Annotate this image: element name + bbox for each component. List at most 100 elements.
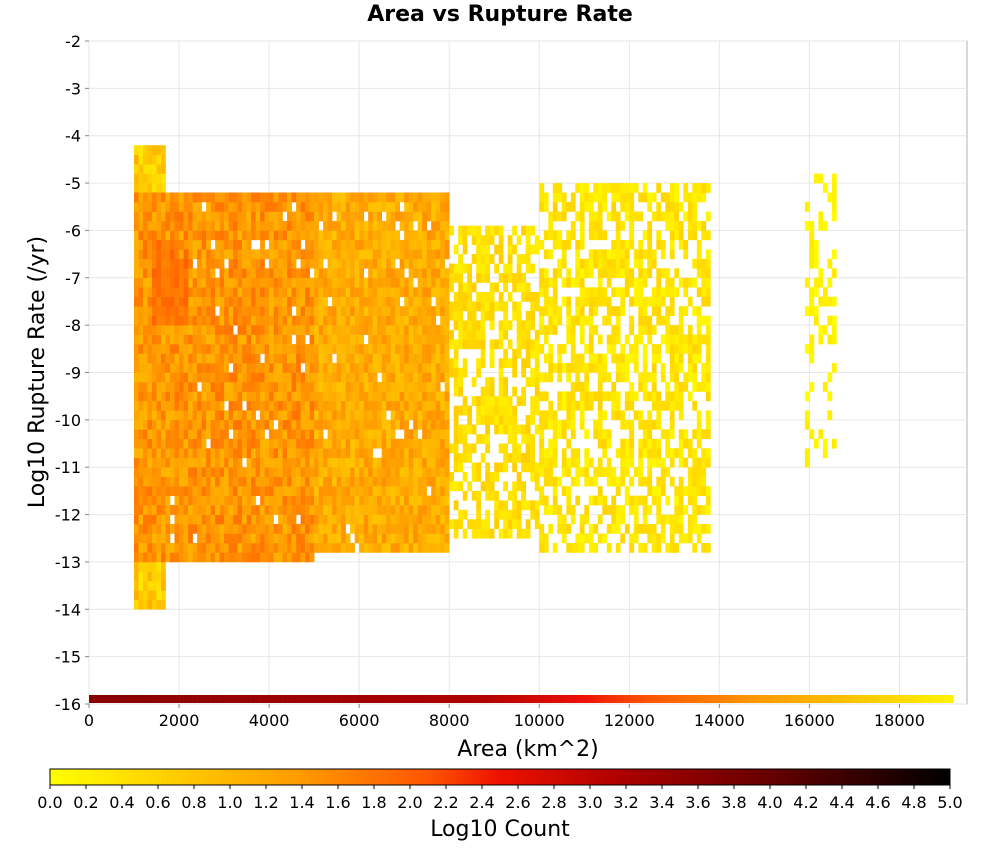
heatmap-cell: [534, 301, 540, 312]
heatmap-cell: [134, 410, 139, 421]
heatmap-cell: [435, 230, 441, 241]
heatmap-cell: [404, 353, 409, 364]
heatmap-cell: [174, 192, 180, 203]
heatmap-cell: [165, 268, 171, 279]
heatmap-cell: [386, 353, 391, 364]
heatmap-cell: [611, 353, 617, 364]
heatmap-cell: [503, 282, 508, 293]
heatmap-cell: [332, 410, 337, 421]
heatmap-cell: [327, 400, 333, 411]
strip-cell: [260, 695, 265, 703]
heatmap-cell: [296, 438, 301, 449]
heatmap-cell: [237, 382, 243, 392]
heatmap-cell: [705, 410, 711, 421]
heatmap-cell: [593, 543, 599, 553]
heatmap-cell: [431, 524, 436, 534]
heatmap-cell: [269, 239, 274, 250]
heatmap-cell: [372, 211, 378, 222]
heatmap-cell: [188, 438, 193, 449]
heatmap-cell: [566, 410, 572, 421]
heatmap-cell: [165, 438, 171, 449]
heatmap-cell: [287, 202, 292, 212]
heatmap-cell: [701, 543, 707, 553]
heatmap-cell: [579, 382, 585, 392]
heatmap-cell: [674, 363, 680, 373]
heatmap-cell: [206, 315, 211, 326]
heatmap-cell: [314, 211, 319, 222]
heatmap-cell: [678, 524, 684, 534]
y-tick-label: -15: [55, 648, 81, 667]
heatmap-cell: [404, 315, 409, 326]
heatmap-cell: [219, 306, 225, 316]
heatmap-cell: [224, 221, 229, 231]
heatmap-cell: [602, 315, 608, 326]
heatmap-cell: [480, 396, 486, 406]
heatmap-cell: [345, 221, 351, 231]
heatmap-cell: [179, 467, 184, 477]
heatmap-cell: [165, 486, 171, 496]
heatmap-cell: [152, 382, 157, 392]
heatmap-cell: [156, 211, 162, 222]
heatmap-cell: [597, 495, 603, 506]
heatmap-cell: [345, 258, 351, 269]
heatmap-cell: [566, 419, 572, 430]
heatmap-cell: [629, 505, 635, 515]
heatmap-cell: [557, 429, 563, 440]
heatmap-cell: [417, 457, 423, 468]
heatmap-cell: [359, 221, 364, 231]
heatmap-cell: [642, 249, 648, 260]
heatmap-cell: [291, 486, 297, 496]
heatmap-cell: [480, 273, 486, 283]
heatmap-cell: [561, 391, 567, 402]
heatmap-cell: [183, 438, 189, 449]
heatmap-cell: [174, 249, 180, 260]
heatmap-cell: [192, 438, 198, 449]
heatmap-cell: [134, 154, 139, 165]
heatmap-cell: [395, 514, 400, 525]
heatmap-cell: [629, 268, 635, 279]
heatmap-cell: [332, 334, 337, 345]
heatmap-cell: [588, 296, 594, 307]
heatmap-cell: [597, 192, 603, 203]
heatmap-cell: [674, 202, 680, 212]
heatmap-cell: [210, 211, 216, 222]
heatmap-cell: [548, 372, 554, 383]
heatmap-cell: [377, 334, 382, 345]
heatmap-cell: [669, 514, 675, 525]
heatmap-cell: [660, 315, 666, 326]
heatmap-cell: [579, 334, 585, 345]
heatmap-cell: [246, 192, 252, 203]
heatmap-cell: [134, 476, 139, 487]
heatmap-cell: [651, 249, 657, 260]
heatmap-cell: [323, 382, 328, 392]
heatmap-cell: [548, 211, 554, 222]
heatmap-cell: [197, 457, 202, 468]
heatmap-cell: [359, 505, 364, 515]
heatmap-cell: [224, 353, 229, 364]
heatmap-cell: [399, 277, 405, 288]
heatmap-cell: [273, 202, 279, 212]
heatmap-cell: [381, 382, 387, 392]
heatmap-cell: [282, 334, 288, 345]
heatmap-cell: [507, 292, 513, 302]
heatmap-cell: [462, 424, 468, 435]
heatmap-cell: [399, 221, 405, 231]
heatmap-cell: [336, 344, 342, 354]
heatmap-cell: [341, 211, 346, 222]
heatmap-cell: [192, 230, 198, 241]
heatmap-cell: [215, 505, 220, 515]
strip-cell: [611, 695, 617, 703]
heatmap-cell: [687, 325, 693, 335]
heatmap-cell: [557, 372, 563, 383]
heatmap-cell: [444, 505, 450, 515]
heatmap-cell: [233, 202, 238, 212]
heatmap-cell: [318, 467, 324, 477]
heatmap-cell: [530, 443, 536, 454]
heatmap-cell: [575, 495, 581, 506]
heatmap-cell: [647, 476, 653, 487]
heatmap-cell: [503, 443, 508, 454]
heatmap-cell: [431, 363, 436, 373]
heatmap-cell: [602, 438, 608, 449]
heatmap-cell: [372, 391, 378, 402]
heatmap-cell: [705, 183, 711, 193]
